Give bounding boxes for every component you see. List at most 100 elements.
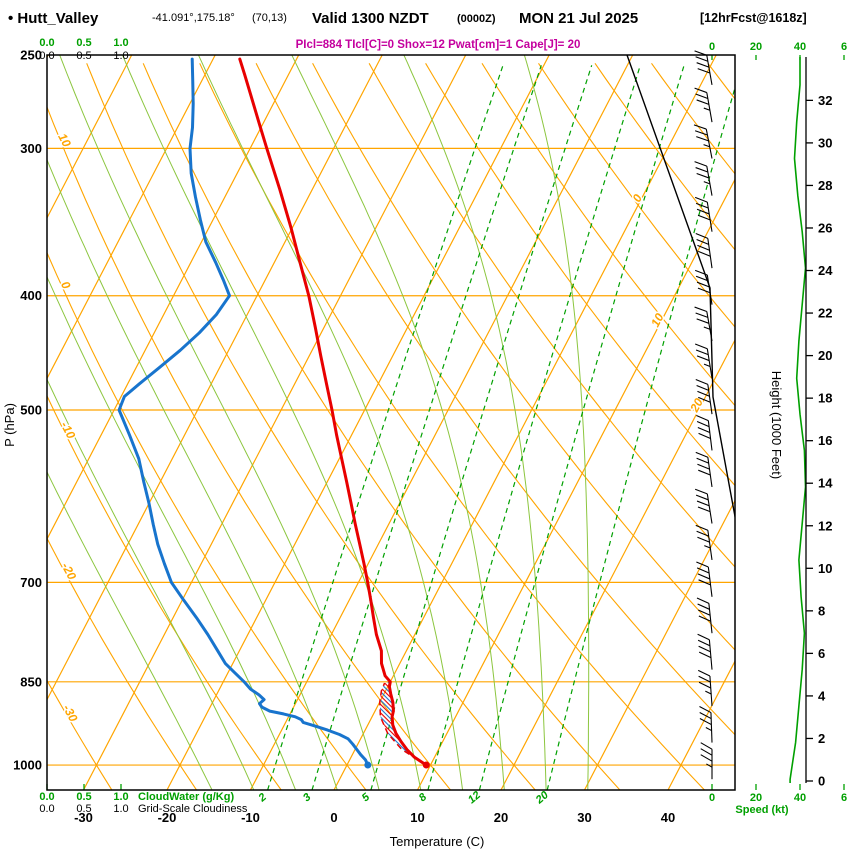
wind-barb bbox=[697, 669, 713, 706]
barb-feather bbox=[697, 603, 710, 610]
pressure-tick-label: 500 bbox=[20, 403, 42, 418]
barb-staff bbox=[707, 238, 713, 269]
isotherm-line bbox=[667, 659, 735, 790]
dry-adiabat bbox=[312, 63, 735, 651]
barb-feather bbox=[698, 681, 711, 689]
wind-barb bbox=[696, 415, 713, 451]
dry-adiabat bbox=[538, 62, 735, 328]
barb-feather bbox=[695, 312, 709, 318]
cloudiness-scale-bottom: 0.5 bbox=[76, 803, 91, 815]
isotherm-label: 10 bbox=[648, 311, 667, 330]
height-tick-label: 22 bbox=[818, 306, 832, 321]
barb-feather bbox=[694, 306, 707, 313]
cloudiness-axis-title: Grid-Scale Cloudiness bbox=[138, 803, 248, 815]
barb-feather bbox=[697, 463, 710, 470]
pressure-tick-label: 300 bbox=[20, 141, 42, 156]
barb-feather bbox=[698, 651, 712, 659]
dewpoint-curve bbox=[117, 57, 370, 767]
mixing-ratio-label: 12 bbox=[466, 789, 483, 806]
barb-feather bbox=[694, 87, 707, 94]
mixing-ratio-label: 5 bbox=[360, 791, 373, 805]
wind-barbs bbox=[693, 50, 713, 780]
barb-feather bbox=[698, 615, 711, 622]
barb-feather bbox=[695, 167, 709, 173]
mixing-ratio-line bbox=[546, 85, 735, 790]
height-axis-title: Height (1000 Feet) bbox=[769, 371, 784, 479]
isotherm-line bbox=[500, 338, 735, 790]
isotherm-line bbox=[166, 55, 550, 790]
cloudwater-scale-top: 0.0 bbox=[39, 37, 54, 49]
cloudiness-scale-bottom: 1.0 bbox=[113, 803, 128, 815]
barb-feather bbox=[696, 530, 709, 537]
wind-barb bbox=[695, 379, 713, 415]
barb-feather bbox=[695, 233, 709, 239]
barb-staff bbox=[706, 348, 713, 379]
barb-feather bbox=[694, 130, 708, 136]
cloudwater-scale-bottom: 0.0 bbox=[39, 791, 54, 803]
barb-feather bbox=[700, 748, 713, 756]
barb-half-feather bbox=[703, 326, 711, 330]
barb-staff bbox=[706, 166, 713, 196]
wind-barb bbox=[700, 742, 713, 780]
moist-adiabat bbox=[59, 55, 380, 790]
dry-adiabat bbox=[142, 63, 621, 790]
surface-temperature-dot bbox=[422, 761, 430, 769]
barb-feather bbox=[696, 597, 710, 604]
barb-feather bbox=[696, 318, 710, 324]
dry-adiabat bbox=[425, 63, 735, 487]
dry-adiabat bbox=[47, 537, 198, 790]
barb-feather bbox=[697, 390, 710, 397]
speed-scale-top: 40 bbox=[794, 41, 806, 53]
cloudiness-scale-top: 0.5 bbox=[76, 50, 91, 62]
height-tick-label: 0 bbox=[818, 774, 825, 789]
wind-barb bbox=[694, 87, 713, 123]
barb-half-feather bbox=[705, 690, 712, 695]
height-tick-label: 10 bbox=[818, 561, 832, 576]
wind-barb bbox=[694, 488, 713, 524]
barb-staff bbox=[707, 566, 713, 597]
isotherm-label: 20 bbox=[687, 396, 706, 416]
moist-adiabat bbox=[523, 55, 590, 790]
dry-adiabat-label: -20 bbox=[59, 560, 80, 582]
valid-date: MON 21 Jul 2025 bbox=[519, 10, 638, 27]
height-tick-label: 16 bbox=[818, 433, 832, 448]
moist-adiabat bbox=[291, 55, 505, 790]
dry-adiabat bbox=[481, 63, 735, 407]
speed-scale-bottom: 40 bbox=[794, 792, 806, 804]
barb-half-feather bbox=[703, 144, 710, 148]
pressure-tick-label: 1000 bbox=[13, 758, 42, 773]
mixing-ratio-line bbox=[311, 65, 542, 790]
mixing-ratio-label: 3 bbox=[301, 791, 313, 804]
barb-feather bbox=[696, 420, 710, 428]
barb-feather bbox=[695, 93, 709, 99]
temperature-tick-label: 10 bbox=[410, 810, 424, 825]
height-tick-label: 6 bbox=[818, 646, 825, 661]
isotherm-line bbox=[47, 55, 133, 220]
cloudwater-scale-bottom: 1.0 bbox=[113, 791, 128, 803]
dry-adiabat bbox=[368, 63, 735, 568]
height-tick-label: 8 bbox=[818, 603, 825, 618]
wind-barb bbox=[695, 233, 713, 269]
dry-adiabat bbox=[594, 62, 735, 251]
height-tick-label: 14 bbox=[818, 476, 833, 491]
barb-feather bbox=[697, 633, 710, 641]
valid-time: Valid 1300 NZDT bbox=[312, 10, 429, 27]
barb-feather bbox=[697, 287, 711, 294]
barb-feather bbox=[696, 500, 710, 507]
barb-feather bbox=[694, 161, 707, 167]
moist-adiabat bbox=[197, 55, 464, 790]
barb-half-feather bbox=[705, 727, 712, 732]
barb-feather bbox=[695, 275, 709, 282]
isotherm-line bbox=[249, 55, 634, 790]
moist-adiabat bbox=[47, 470, 213, 790]
height-tick-label: 32 bbox=[818, 93, 832, 108]
dry-adiabat-lines bbox=[47, 62, 735, 790]
barb-staff bbox=[707, 530, 713, 561]
barb-feather bbox=[698, 609, 711, 616]
barb-feather bbox=[696, 99, 710, 105]
isotherm-lines bbox=[47, 55, 735, 790]
cloudiness-scale-top: 1.0 bbox=[113, 50, 128, 62]
moist-adiabat bbox=[403, 55, 547, 790]
